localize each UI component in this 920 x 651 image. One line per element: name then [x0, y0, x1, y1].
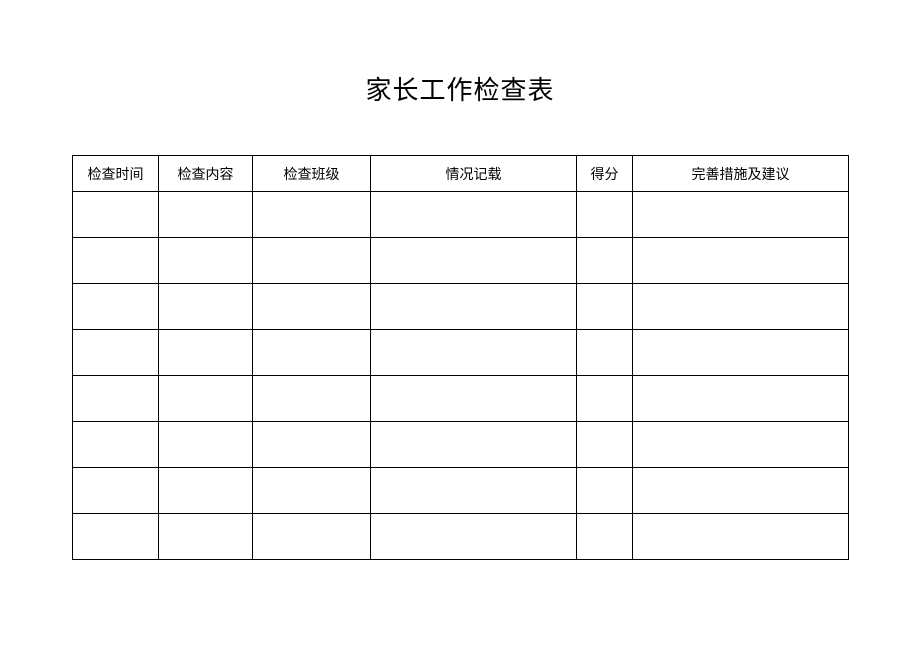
table-cell [159, 376, 253, 422]
table-cell [371, 422, 577, 468]
table-cell [73, 284, 159, 330]
table-cell [633, 330, 849, 376]
table-cell [253, 238, 371, 284]
table-cell [159, 468, 253, 514]
col-header-time: 检查时间 [73, 156, 159, 192]
table-cell [73, 238, 159, 284]
table-row [73, 468, 849, 514]
table-cell [371, 468, 577, 514]
table-cell [371, 238, 577, 284]
table-cell [577, 330, 633, 376]
table-cell [73, 376, 159, 422]
table-cell [159, 238, 253, 284]
table-cell [577, 192, 633, 238]
table-cell [159, 514, 253, 560]
table-row [73, 514, 849, 560]
table-row [73, 422, 849, 468]
table-cell [73, 468, 159, 514]
table-cell [577, 238, 633, 284]
inspection-table: 检查时间 检查内容 检查班级 情况记载 得分 完善措施及建议 [72, 155, 849, 560]
table-cell [633, 422, 849, 468]
table-row [73, 284, 849, 330]
table-cell [577, 422, 633, 468]
table-cell [253, 422, 371, 468]
table-cell [253, 330, 371, 376]
table-cell [73, 330, 159, 376]
table-cell [371, 284, 577, 330]
table-cell [633, 284, 849, 330]
table-cell [633, 238, 849, 284]
table-cell [159, 192, 253, 238]
table-cell [253, 192, 371, 238]
table-body [73, 192, 849, 560]
table-row [73, 192, 849, 238]
table-row [73, 238, 849, 284]
table-cell [633, 192, 849, 238]
table-cell [371, 330, 577, 376]
table-cell [253, 468, 371, 514]
table-cell [159, 284, 253, 330]
table-cell [371, 376, 577, 422]
col-header-class: 检查班级 [253, 156, 371, 192]
table-cell [577, 468, 633, 514]
table-cell [371, 192, 577, 238]
table-cell [253, 514, 371, 560]
col-header-suggestion: 完善措施及建议 [633, 156, 849, 192]
table-row [73, 330, 849, 376]
col-header-record: 情况记载 [371, 156, 577, 192]
table-cell [73, 422, 159, 468]
col-header-score: 得分 [577, 156, 633, 192]
table-cell [633, 514, 849, 560]
table-cell [633, 376, 849, 422]
table-cell [253, 376, 371, 422]
table-row [73, 376, 849, 422]
table-cell [159, 422, 253, 468]
table-header-row: 检查时间 检查内容 检查班级 情况记载 得分 完善措施及建议 [73, 156, 849, 192]
table-cell [577, 376, 633, 422]
table-cell [371, 514, 577, 560]
table-cell [577, 284, 633, 330]
col-header-content: 检查内容 [159, 156, 253, 192]
table-cell [73, 514, 159, 560]
table-cell [577, 514, 633, 560]
page-title: 家长工作检查表 [72, 70, 848, 107]
table-cell [633, 468, 849, 514]
table-cell [73, 192, 159, 238]
table-cell [253, 284, 371, 330]
table-cell [159, 330, 253, 376]
